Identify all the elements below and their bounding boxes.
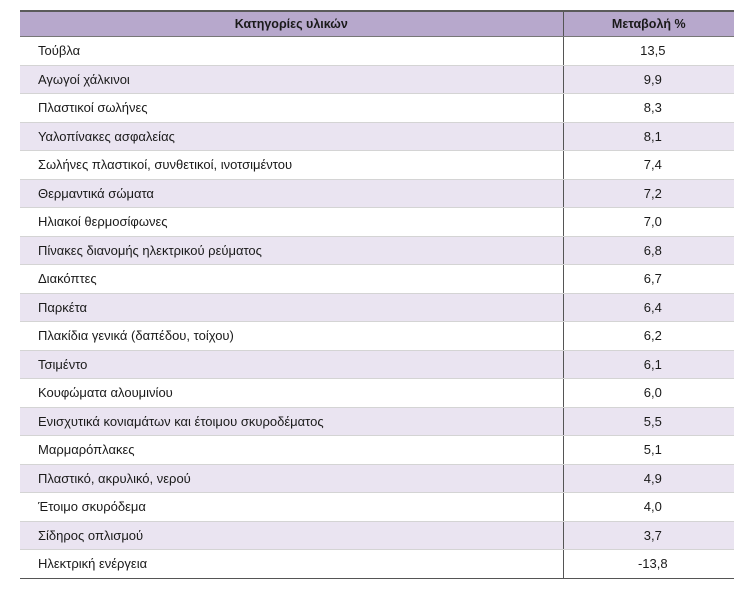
change-cell: 6,2	[563, 321, 734, 351]
change-cell: 8,1	[563, 122, 734, 151]
change-cell: 6,4	[563, 293, 734, 322]
category-cell: Έτοιμο σκυρόδεμα	[20, 492, 564, 522]
category-cell: Πλαστικοί σωλήνες	[20, 93, 564, 123]
category-cell: Θερμαντικά σώματα	[20, 179, 564, 208]
table-row: Πλαστικοί σωλήνες 8,3	[20, 93, 734, 123]
table-row: Πίνακες διανομής ηλεκτρικού ρεύματος 6,8	[20, 236, 734, 265]
table-body: Τούβλα 13,5 Αγωγοί χάλκινοι 9,9 Πλαστικοί σω…	[20, 36, 734, 579]
change-cell: 7,4	[563, 150, 734, 180]
table-row: Πλακίδια γενικά (δαπέδου, τοίχου) 6,2	[20, 321, 734, 351]
table-row: Έτοιμο σκυρόδεμα 4,0	[20, 492, 734, 522]
change-cell: 3,7	[563, 521, 734, 550]
table-row: Πλαστικό, ακρυλικό, νερού 4,9	[20, 464, 734, 493]
table-row: Αγωγοί χάλκινοι 9,9	[20, 65, 734, 94]
category-cell: Κουφώματα αλουμινίου	[20, 378, 564, 408]
category-cell: Διακόπτες	[20, 264, 564, 294]
change-cell: 5,1	[563, 435, 734, 465]
category-cell: Ηλιακοί θερμοσίφωνες	[20, 207, 564, 237]
change-cell: 6,7	[563, 264, 734, 294]
header-row: Κατηγορίες υλικών Μεταβολή %	[20, 10, 734, 37]
category-cell: Πλαστικό, ακρυλικό, νερού	[20, 464, 564, 493]
header-category: Κατηγορίες υλικών	[20, 10, 564, 37]
category-cell: Υαλοπίνακες ασφαλείας	[20, 122, 564, 151]
change-cell: 5,5	[563, 407, 734, 436]
category-cell: Πλακίδια γενικά (δαπέδου, τοίχου)	[20, 321, 564, 351]
table-row: Κουφώματα αλουμινίου 6,0	[20, 378, 734, 408]
header-change: Μεταβολή %	[563, 10, 734, 37]
table-row: Θερμαντικά σώματα 7,2	[20, 179, 734, 208]
category-cell: Ηλεκτρική ενέργεια	[20, 549, 564, 579]
category-cell: Σίδηρος οπλισμού	[20, 521, 564, 550]
table-row: Διακόπτες 6,7	[20, 264, 734, 294]
category-cell: Τούβλα	[20, 36, 564, 66]
change-cell: 7,2	[563, 179, 734, 208]
table-row: Παρκέτα 6,4	[20, 293, 734, 322]
table-row: Σίδηρος οπλισμού 3,7	[20, 521, 734, 550]
change-cell: 6,0	[563, 378, 734, 408]
category-cell: Αγωγοί χάλκινοι	[20, 65, 564, 94]
table-row: Υαλοπίνακες ασφαλείας 8,1	[20, 122, 734, 151]
category-cell: Ενισχυτικά κονιαμάτων και έτοιμου σκυροδ…	[20, 407, 564, 436]
category-cell: Μαρμαρόπλακες	[20, 435, 564, 465]
change-cell: 4,9	[563, 464, 734, 493]
change-cell: 6,8	[563, 236, 734, 265]
table-row: Ενισχυτικά κονιαμάτων και έτοιμου σκυροδ…	[20, 407, 734, 436]
category-cell: Σωλήνες πλαστικοί, συνθετικοί, ινοτσιμέν…	[20, 150, 564, 180]
change-cell: 4,0	[563, 492, 734, 522]
table-row: Τούβλα 13,5	[20, 36, 734, 66]
table-row: Ηλιακοί θερμοσίφωνες 7,0	[20, 207, 734, 237]
category-cell: Τσιμέντο	[20, 350, 564, 379]
table-row: Τσιμέντο 6,1	[20, 350, 734, 379]
category-cell: Πίνακες διανομής ηλεκτρικού ρεύματος	[20, 236, 564, 265]
table-row: Σωλήνες πλαστικοί, συνθετικοί, ινοτσιμέν…	[20, 150, 734, 180]
change-cell: 6,1	[563, 350, 734, 379]
materials-table: Κατηγορίες υλικών Μεταβολή % Τούβλα 13,5 Α…	[20, 10, 734, 579]
change-cell: 8,3	[563, 93, 734, 123]
table-row: Μαρμαρόπλακες 5,1	[20, 435, 734, 465]
change-cell: -13,8	[563, 549, 734, 579]
change-cell: 9,9	[563, 65, 734, 94]
category-cell: Παρκέτα	[20, 293, 564, 322]
change-cell: 7,0	[563, 207, 734, 237]
change-cell: 13,5	[563, 36, 734, 66]
table-row: Ηλεκτρική ενέργεια -13,8	[20, 549, 734, 579]
